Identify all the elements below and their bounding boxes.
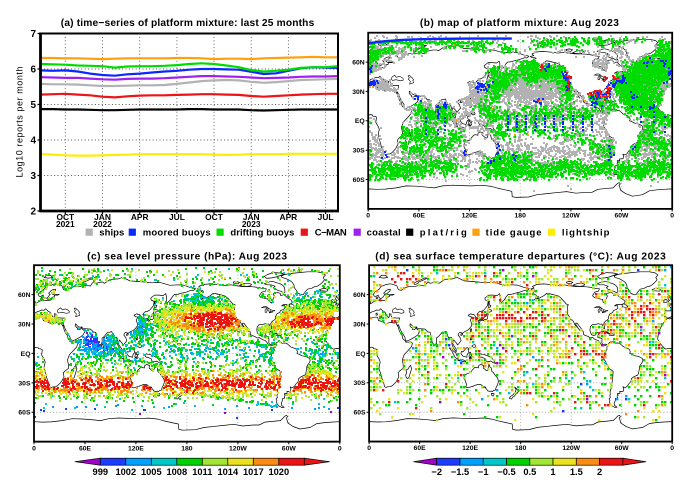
svg-text:30S: 30S [353,148,366,155]
svg-text:1.5: 1.5 [570,467,583,477]
svg-text:Log10 reports per month: Log10 reports per month [15,67,25,178]
svg-text:moored buoys: moored buoys [143,228,211,239]
svg-text:EQ: EQ [355,118,365,125]
svg-text:120W: 120W [562,445,580,452]
svg-text:5: 5 [30,100,36,111]
svg-text:lightship: lightship [562,228,610,239]
svg-text:120E: 120E [462,445,478,452]
svg-text:ships: ships [99,228,124,239]
svg-text:120W: 120W [229,445,247,452]
svg-text:30S: 30S [354,380,367,387]
svg-text:0: 0 [32,445,36,452]
svg-text:0: 0 [338,445,342,452]
svg-text:60E: 60E [79,445,92,452]
svg-text:1008: 1008 [166,467,187,477]
svg-text:1: 1 [550,467,555,477]
svg-text:60S: 60S [18,410,31,417]
svg-text:EQ: EQ [21,351,31,358]
svg-text:1014: 1014 [217,467,239,477]
svg-text:1020: 1020 [268,467,289,477]
svg-text:−1: −1 [478,467,489,477]
svg-text:2: 2 [30,206,36,217]
svg-text:2023: 2023 [242,219,261,229]
svg-text:30N: 30N [18,321,31,328]
svg-text:JUL: JUL [169,212,185,222]
svg-text:60W: 60W [282,445,297,452]
svg-text:APR: APR [131,212,149,222]
svg-text:1017: 1017 [243,467,264,477]
svg-text:180: 180 [515,213,527,220]
svg-text:−1.5: −1.5 [451,467,469,477]
svg-text:JAN: JAN [243,212,260,222]
svg-text:60E: 60E [414,445,427,452]
svg-text:(a) time−series of platform mi: (a) time−series of platform mixture: las… [61,18,315,29]
svg-text:1005: 1005 [141,467,162,477]
svg-text:60S: 60S [354,410,367,417]
svg-text:30S: 30S [18,380,31,387]
svg-text:tide gauge: tide gauge [486,228,542,239]
svg-text:(b) map of platform mixture: A: (b) map of platform mixture: Aug 2023 [420,18,619,29]
svg-text:0: 0 [670,213,674,220]
svg-text:0.5: 0.5 [523,467,536,477]
svg-text:0: 0 [670,445,674,452]
svg-text:6: 6 [30,64,36,75]
svg-text:−2: −2 [431,467,442,477]
svg-text:2: 2 [597,467,602,477]
svg-text:JUL: JUL [318,212,334,222]
svg-text:2021: 2021 [56,219,75,229]
svg-text:C−MAN: C−MAN [315,228,347,239]
svg-text:180: 180 [515,445,527,452]
svg-text:60W: 60W [615,445,630,452]
svg-text:7: 7 [30,29,36,40]
svg-text:60E: 60E [413,213,426,220]
svg-text:0: 0 [367,445,371,452]
svg-text:60S: 60S [353,177,366,184]
svg-text:999: 999 [93,467,109,477]
svg-text:30N: 30N [353,321,366,328]
svg-text:120E: 120E [128,445,144,452]
svg-text:60W: 60W [615,213,630,220]
svg-text:1011: 1011 [192,467,212,477]
svg-text:0: 0 [366,213,370,220]
svg-text:30N: 30N [352,89,365,96]
svg-text:60N: 60N [18,292,31,299]
svg-text:120W: 120W [562,213,580,220]
svg-text:APR: APR [280,212,298,222]
svg-text:60N: 60N [352,60,365,67]
svg-text:(c) sea level pressure (hPa):: (c) sea level pressure (hPa): Aug 2023 [87,251,287,262]
svg-text:2022: 2022 [93,219,112,229]
svg-text:JAN: JAN [94,212,111,222]
svg-text:OCT: OCT [56,212,75,222]
svg-text:180: 180 [181,445,193,452]
svg-text:1002: 1002 [115,467,136,477]
svg-text:EQ: EQ [356,351,366,358]
svg-text:coastal: coastal [367,228,401,239]
svg-text:OCT: OCT [205,212,224,222]
svg-text:3: 3 [30,171,36,182]
svg-text:(d) sea surface temperature de: (d) sea surface temperature departures (… [375,251,666,262]
svg-text:60N: 60N [353,292,366,299]
svg-text:4: 4 [30,135,36,146]
svg-text:−0.5: −0.5 [497,467,515,477]
svg-text:drifting buoys: drifting buoys [230,228,294,239]
svg-text:120E: 120E [462,213,478,220]
